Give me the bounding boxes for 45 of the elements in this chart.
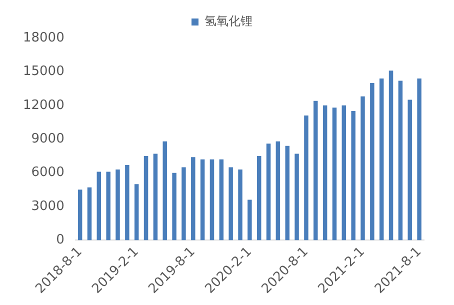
bar [78,190,82,240]
bar [360,96,365,240]
bar [191,157,196,240]
bar [210,159,214,240]
bar [153,154,158,240]
y-tick-label: 15000 [22,64,64,80]
bar [125,164,130,240]
y-tick-label: 9000 [31,131,64,146]
bar [342,105,346,240]
bar [96,172,102,240]
bar [248,200,252,240]
bar [314,100,318,240]
bar [144,156,148,240]
bar [379,78,384,240]
bar [134,184,139,240]
bar [106,172,110,240]
y-tick-label: 3000 [31,198,64,214]
y-tick-label: 18000 [22,30,64,46]
bar [238,169,242,240]
bar [276,141,280,240]
bar [408,100,412,240]
y-tick-label: 0 [56,232,64,248]
bar [200,159,205,240]
y-tick-label: 6000 [31,165,64,180]
bar [322,105,328,240]
bar [266,144,271,240]
legend-label: 氢氧化锂 [204,14,252,28]
y-tick-label: 12000 [22,98,64,113]
bar [172,172,176,240]
bar [182,167,186,240]
bar [332,108,337,240]
bar [304,116,308,240]
bar [219,159,224,240]
bar [370,82,374,240]
bar [256,156,262,240]
bar [116,169,120,240]
bar [87,187,92,240]
bar [417,78,422,240]
bar [398,80,403,240]
bar [228,167,233,240]
bar [162,141,167,240]
bar [388,70,394,240]
bar [285,146,290,240]
bar [351,111,356,240]
bar [294,154,299,240]
